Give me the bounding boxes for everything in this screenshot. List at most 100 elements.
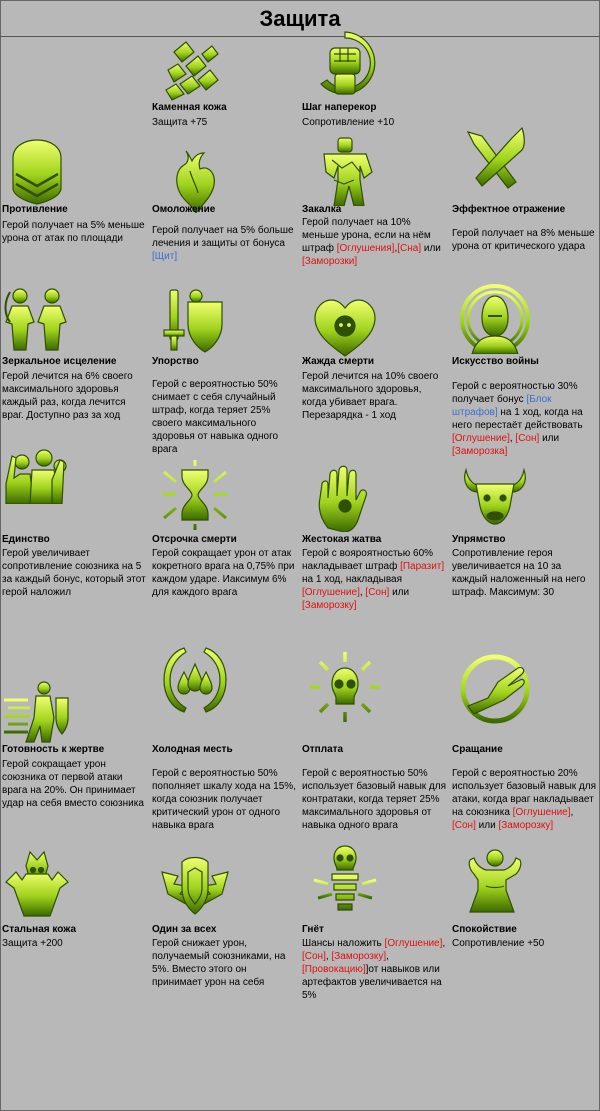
skill-description: Герой с вероятностью 30% получает бонус … [452, 380, 597, 458]
description-text: , [509, 433, 516, 444]
effect-link[interactable]: [Сон] [302, 951, 326, 962]
skill-description: Герой получает на 8% меньше урона от кри… [452, 227, 597, 253]
effect-link[interactable]: [Паразит] [400, 561, 445, 572]
effect-link[interactable]: [Заморозку] [498, 820, 554, 831]
dashing-shield-icon [2, 674, 72, 744]
effect-link[interactable]: [Заморозку] [302, 600, 357, 611]
effect-link[interactable]: [Оглушение] [302, 587, 360, 598]
skill-name: Закалка [302, 204, 342, 215]
chevron-shield-icon [2, 136, 72, 206]
effect-link[interactable]: [Сон] [515, 433, 540, 444]
skill-description: Герой сокращает урон союзника от первой … [2, 758, 147, 810]
skill-name: Отсрочка смерти [152, 534, 237, 545]
description-text: , [394, 243, 398, 254]
description-text: Защита +200 [2, 938, 63, 949]
skill-name: Каменная кожа [152, 102, 227, 113]
skill-name: Единство [2, 534, 50, 545]
description-text: Герой лечится на 6% своего максимального… [2, 371, 133, 421]
description-text: или [475, 820, 499, 831]
skill-description: Герой с вояроятностью 60% накладывает шт… [302, 547, 447, 612]
description-text: Герой лечится на 10% своего максимальног… [302, 371, 439, 421]
description-text: , [359, 587, 366, 598]
heart-organ-icon [160, 143, 230, 213]
sun-skull-icon [310, 652, 380, 722]
effect-link[interactable]: [Провокацию] [302, 964, 366, 975]
skill-description: Герой получает на 5% больше лечения и за… [152, 224, 297, 263]
raised-crowd-icon [2, 434, 72, 504]
skill-name: Омоложение [152, 204, 216, 215]
skill-description: Герой сокращает урон от атак кокретного … [152, 547, 297, 599]
skill-name: Спокойствие [452, 924, 517, 935]
skill-description: Герой с вероятностью 20% использует базо… [452, 767, 597, 832]
effect-link[interactable]: [Заморозку] [331, 951, 387, 962]
raised-fist-icon [310, 28, 380, 98]
skill-name: Искусство войны [452, 356, 539, 367]
drops-claws-icon [160, 644, 230, 714]
description-text: Герой получает на 8% меньше урона от кри… [452, 228, 595, 252]
effect-link[interactable]: [Заморозка] [452, 446, 508, 457]
description-text: Герой получает на 5% больше лечения и за… [152, 225, 294, 249]
effect-link[interactable]: [Щит] [152, 251, 178, 262]
description-text: Герой получает на 10% меньше урона, если… [302, 217, 431, 254]
skill-description: Герой с вероятностью 50% снимает с себя … [152, 378, 297, 456]
skill-name: Один за всех [152, 924, 217, 935]
description-text: ]от навыков или артефактов увеличивается… [302, 964, 442, 1001]
description-text: на 1 ход, накладывая [302, 574, 402, 585]
skill-description: Защита +200 [2, 937, 147, 950]
description-text: Герой с вероятностью 30% получает бонус [452, 381, 578, 405]
description-text: , [325, 951, 332, 962]
skill-name: Упорство [152, 356, 199, 367]
description-text: Сопротивление героя увеличивается на 10 … [452, 548, 586, 598]
skill-name: Холодная месть [152, 744, 233, 755]
effect-link[interactable]: [Сна] [397, 243, 422, 254]
skill-description: Сопротивление героя увеличивается на 10 … [452, 547, 597, 599]
skull-heart-icon [310, 294, 380, 364]
effect-link[interactable]: [Оглушение] [384, 938, 443, 949]
effect-link[interactable]: [Оглушение] [512, 807, 571, 818]
skill-description: Защита +75 [152, 116, 297, 129]
skill-description: Сопротивление +10 [302, 116, 447, 129]
hourglass-icon [160, 460, 230, 530]
effect-link[interactable]: [Оглушения] [336, 243, 395, 254]
description-text: , [386, 951, 389, 962]
description-text: Герой снижает урон, получаемый союзникам… [152, 938, 286, 988]
effect-link[interactable]: [Заморозки] [302, 256, 358, 267]
description-text: Сопротивление +10 [302, 117, 395, 128]
skill-description: Шансы наложить [Оглушение], [Сон], [Замо… [302, 937, 447, 1002]
skill-description: Герой снижает урон, получаемый союзникам… [152, 937, 297, 989]
skill-name: Шаг наперекор [302, 102, 377, 113]
description-text: Сопротивление +50 [452, 938, 545, 949]
effect-link[interactable]: [Сон] [452, 820, 476, 831]
description-text: Герой с вероятностью 50% снимает с себя … [152, 379, 279, 455]
effect-link[interactable]: [Сон] [365, 587, 390, 598]
skill-description: Герой с вероятностью 50% пополняет шкалу… [152, 767, 297, 832]
effect-link[interactable]: [Блок штрафов] [452, 394, 552, 418]
stone-warrior-icon [310, 136, 380, 206]
description-text: Герой с вероятностью 50% пополняет шкалу… [152, 768, 296, 831]
description-text: или [539, 433, 560, 444]
skill-name: Эффектное отражение [452, 204, 566, 215]
skill-name: Стальная кожа [2, 924, 77, 935]
effect-link[interactable]: [Оглушение] [452, 433, 510, 444]
sword-shield-icon [160, 286, 230, 356]
skull-totem-icon [310, 844, 380, 914]
skill-name: Отплата [302, 744, 344, 755]
skill-name: Гнёт [302, 924, 324, 935]
bull-head-icon [460, 462, 530, 532]
description-text: Защита +75 [152, 117, 208, 128]
stone-skin-icon [160, 38, 230, 108]
description-text: или [421, 243, 441, 254]
skill-description: Герой получает на 5% меньше урона от ата… [2, 219, 147, 245]
skill-name: Противление [2, 204, 68, 215]
mirror-figures-icon [2, 284, 72, 354]
description-text: Герой с вояроятностью 60% накладывает шт… [302, 548, 434, 572]
skill-name: Сращание [452, 744, 503, 755]
hand-circle-icon [460, 654, 530, 724]
skill-name: Жестокая жатва [302, 534, 382, 545]
description-text: Герой с вероятностью 20% использует базо… [452, 768, 597, 818]
skill-description: Герой лечится на 6% своего максимального… [2, 370, 147, 422]
spiked-warrior-icon [2, 848, 72, 918]
skill-description: Герой получает на 10% меньше урона, если… [302, 216, 447, 268]
skill-description: Сопротивление +50 [452, 937, 597, 950]
skill-name: Готовность к жертве [2, 744, 105, 755]
